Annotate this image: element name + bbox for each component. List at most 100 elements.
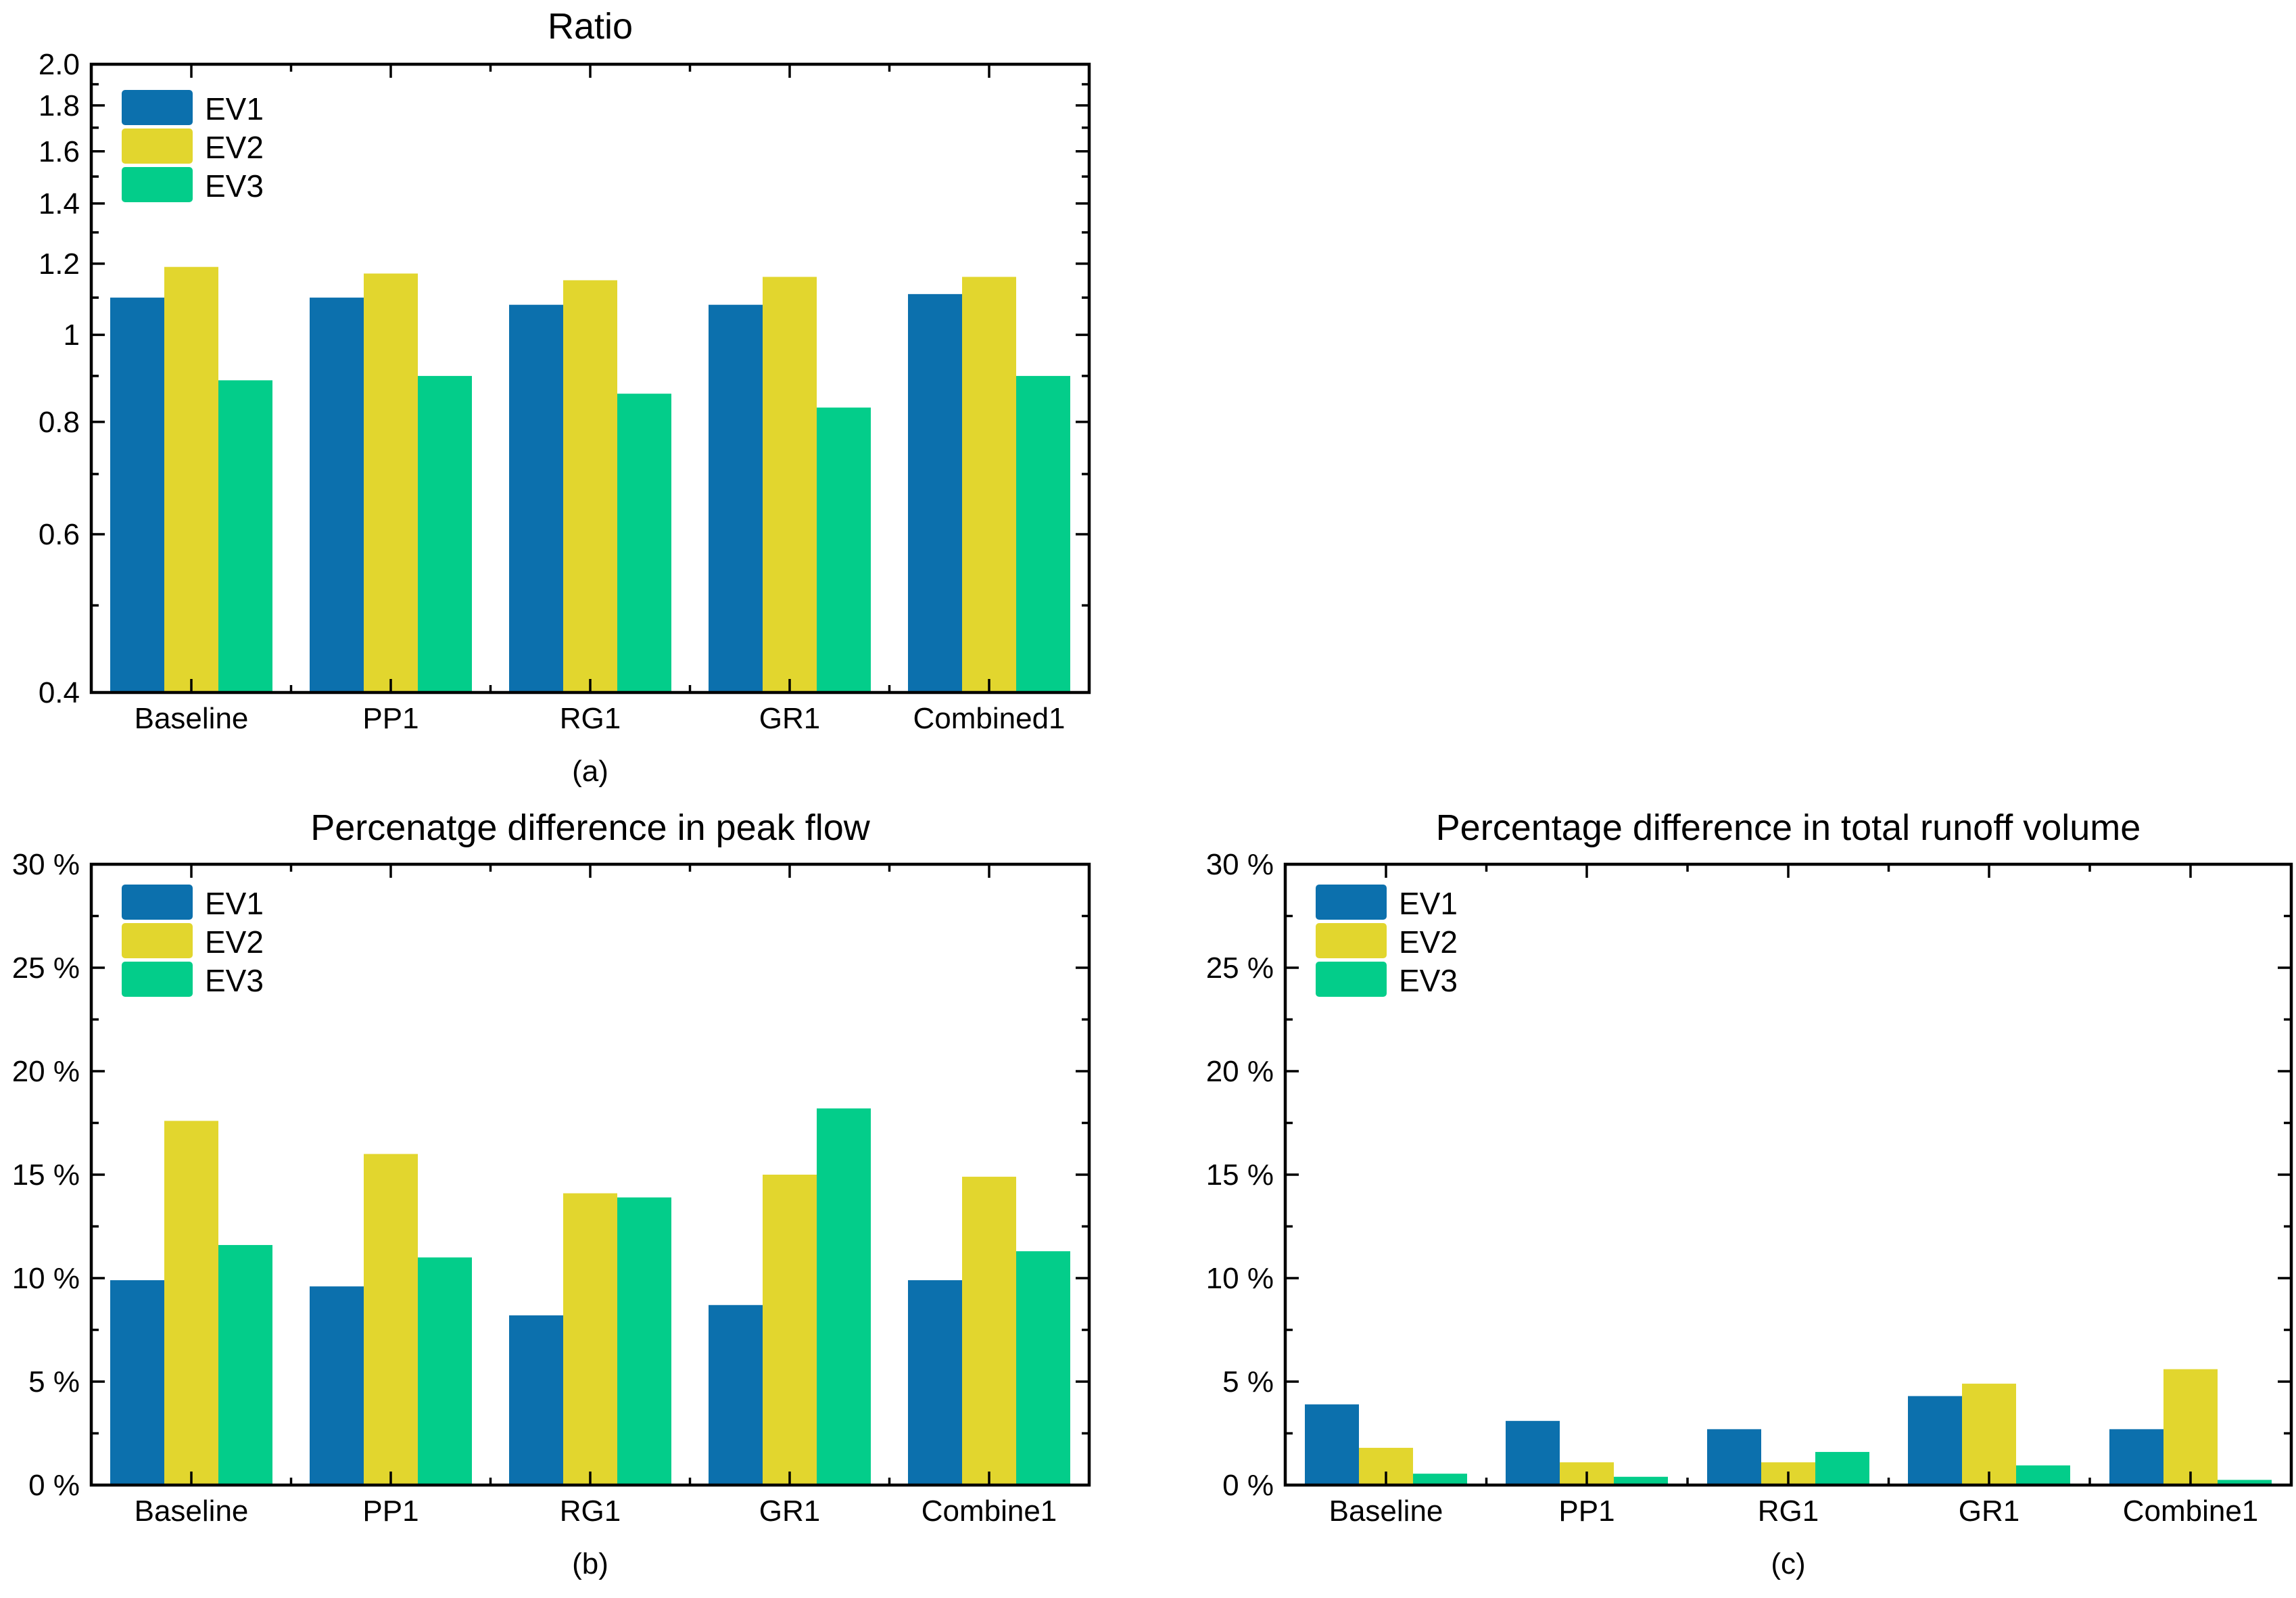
bar-EV2-Combine1 (2163, 1369, 2218, 1485)
y-tick-label: 0 % (28, 1469, 80, 1502)
legend-label-EV3: EV3 (205, 168, 264, 204)
ratio-chart: 2.0 1.8 1.6 1.4 1.2 1 0.8 0.6 0.4 Baseline PP1 RG1 G… (39, 6, 1091, 788)
plot-frame (89, 862, 1091, 1487)
category-label-RG1: RG1 (560, 1495, 621, 1528)
bar-EV1-RG1 (509, 304, 563, 692)
subplot-label: (b) (572, 1547, 608, 1580)
bar-EV1-GR1 (709, 304, 763, 692)
axis-ticks (91, 863, 1089, 1486)
legend-swatch-EV2 (122, 923, 193, 958)
legend-label-EV3: EV3 (1399, 963, 1458, 998)
bar-EV1-GR1 (709, 1305, 763, 1485)
legend-swatch-EV1 (1316, 885, 1387, 920)
bar-EV3-Baseline (1413, 1474, 1467, 1485)
bar-EV3-Combine1 (2218, 1480, 2272, 1485)
y-tick-label: 30 % (1206, 848, 1274, 881)
y-tick-label: 1.2 (39, 248, 80, 281)
y-tick-label: 25 % (1206, 951, 1274, 985)
bar-EV1-PP1 (310, 298, 364, 692)
chart-title: Ratio (548, 6, 633, 47)
bar-EV1-Combined1 (908, 293, 962, 692)
bar-EV3-RG1 (1815, 1452, 1869, 1485)
bar-EV1-Baseline (1305, 1404, 1359, 1485)
bar-EV3-PP1 (418, 375, 472, 692)
bar-EV3-Baseline (218, 380, 272, 692)
legend-label-EV1: EV1 (1399, 886, 1458, 921)
y-tick-label: 5 % (1222, 1365, 1274, 1399)
category-label-Combine1: Combine1 (922, 1495, 1057, 1528)
bar-EV2-Combine1 (962, 1177, 1016, 1485)
y-tick-labels: 30 % 25 % 20 % 15 % 10 % 5 % 0 % (12, 848, 80, 1502)
bar-EV2-RG1 (563, 280, 617, 692)
bars-EV3 (218, 375, 1070, 692)
legend-swatch-EV3 (1316, 962, 1387, 997)
legend-label-EV2: EV2 (1399, 924, 1458, 960)
chart-title: Percentage difference in total runoff vo… (1436, 807, 2141, 848)
y-tick-label: 0.4 (39, 676, 80, 709)
bar-EV3-GR1 (817, 1108, 871, 1485)
peak-flow-chart: 30 % 25 % 20 % 15 % 10 % 5 % 0 % Baseline PP1 RG1… (12, 807, 1091, 1580)
bar-EV2-PP1 (364, 1154, 418, 1485)
bars (110, 1108, 1070, 1485)
category-label-Combine1: Combine1 (2123, 1495, 2259, 1528)
y-tick-label: 5 % (28, 1365, 80, 1399)
bar-EV1-Baseline (110, 1280, 164, 1485)
bars-EV1 (110, 1280, 962, 1485)
bars (1305, 1369, 2272, 1485)
subplot-label: (a) (572, 755, 608, 788)
legend-label-EV3: EV3 (205, 963, 264, 998)
legend-swatch-EV2 (122, 128, 193, 164)
legend-label-EV1: EV1 (205, 886, 264, 921)
y-tick-label: 0.8 (39, 406, 80, 439)
bar-EV3-Baseline (218, 1245, 272, 1485)
y-tick-label: 2.0 (39, 48, 80, 81)
category-label-PP1: PP1 (362, 1495, 418, 1528)
bar-EV1-PP1 (1506, 1421, 1560, 1485)
bar-EV1-Baseline (110, 298, 164, 692)
x-category-labels: Baseline PP1 RG1 GR1 Combined1 (135, 702, 1066, 735)
y-tick-label: 15 % (12, 1158, 80, 1192)
bar-EV1-Combine1 (908, 1280, 962, 1485)
category-label-GR1: GR1 (759, 702, 820, 735)
category-label-PP1: PP1 (1558, 1495, 1615, 1528)
y-tick-label: 1 (64, 319, 80, 352)
bar-EV1-GR1 (1908, 1396, 1962, 1485)
y-tick-labels: 2.0 1.8 1.6 1.4 1.2 1 0.8 0.6 0.4 (39, 48, 80, 709)
bars-EV2 (1359, 1369, 2218, 1485)
category-label-Baseline: Baseline (135, 702, 249, 735)
bar-EV2-Combined1 (962, 277, 1016, 692)
bar-EV3-RG1 (617, 1197, 671, 1485)
category-label-Combined1: Combined1 (913, 702, 1065, 735)
y-tick-label: 1.6 (39, 135, 80, 168)
bar-EV3-Combined1 (1016, 375, 1070, 692)
legend-label-EV2: EV2 (205, 130, 264, 165)
category-label-GR1: GR1 (1959, 1495, 2019, 1528)
y-tick-label: 30 % (12, 848, 80, 881)
bars-EV3 (1413, 1452, 2272, 1485)
bar-EV3-RG1 (617, 394, 671, 692)
y-tick-label: 10 % (1206, 1262, 1274, 1295)
plot-frame (1283, 862, 2293, 1487)
legend-swatch-EV1 (122, 885, 193, 920)
y-tick-label: 25 % (12, 951, 80, 985)
x-category-labels: Baseline PP1 RG1 GR1 Combine1 (135, 1495, 1057, 1528)
bar-EV2-Baseline (164, 266, 218, 692)
y-tick-labels: 30 % 25 % 20 % 15 % 10 % 5 % 0 % (1206, 848, 1274, 1502)
bar-EV1-Combine1 (2109, 1429, 2163, 1485)
bar-EV2-GR1 (763, 277, 817, 692)
y-tick-label: 0.6 (39, 518, 80, 551)
x-category-labels: Baseline PP1 RG1 GR1 Combine1 (1329, 1495, 2259, 1528)
legend-swatch-EV1 (122, 90, 193, 125)
category-label-PP1: PP1 (362, 702, 418, 735)
bars-EV1 (1305, 1396, 2163, 1485)
bar-EV2-RG1 (563, 1193, 617, 1485)
y-tick-label: 10 % (12, 1262, 80, 1295)
legend-label-EV2: EV2 (205, 924, 264, 960)
bar-EV3-Combine1 (1016, 1251, 1070, 1485)
bar-EV3-GR1 (2016, 1465, 2070, 1485)
y-tick-label: 1.8 (39, 89, 80, 122)
bars (110, 266, 1070, 693)
